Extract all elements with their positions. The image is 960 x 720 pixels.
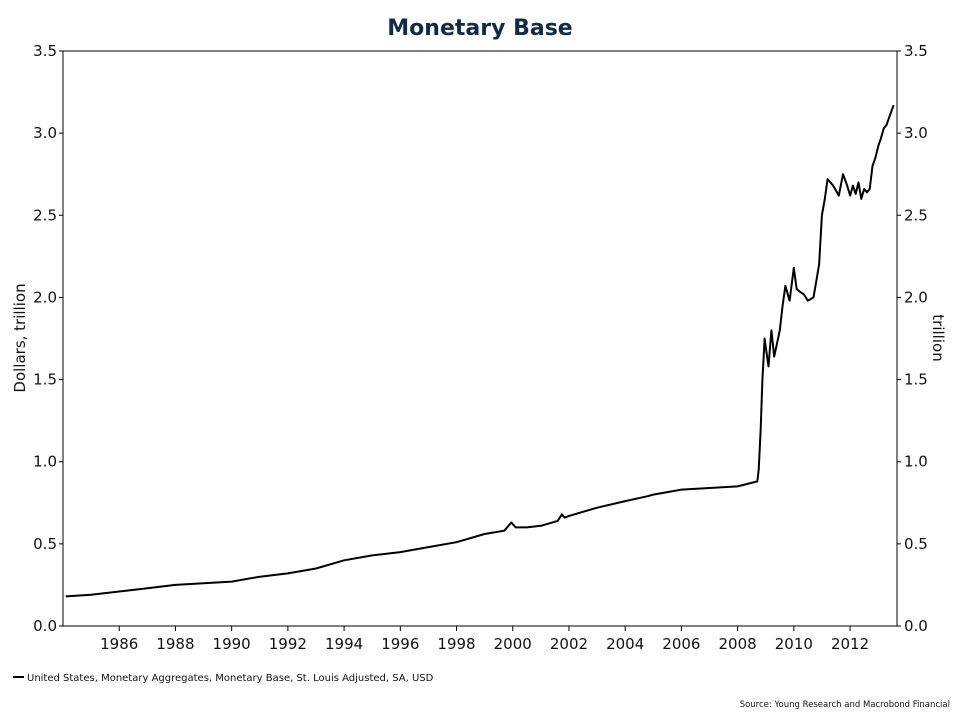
x-tick-label: 2012 bbox=[831, 635, 869, 653]
x-tick-label: 2002 bbox=[550, 635, 588, 653]
series-line-monetary-base bbox=[65, 104, 895, 598]
y-tick-label-left: 3.5 bbox=[33, 42, 57, 60]
plot-frame bbox=[62, 50, 898, 627]
x-tick-label: 1988 bbox=[156, 635, 194, 653]
x-tick-label: 1986 bbox=[100, 635, 138, 653]
x-tick-label: 1998 bbox=[437, 635, 475, 653]
y-tick-label-right: 2.0 bbox=[904, 288, 928, 306]
source-note: Source: Young Research and Macrobond Fin… bbox=[740, 700, 950, 710]
y-tick-label-right: 0.0 bbox=[904, 617, 928, 635]
legend-label: United States, Monetary Aggregates, Mone… bbox=[27, 673, 434, 684]
x-tick-label: 2004 bbox=[606, 635, 644, 653]
chart-title: Monetary Base bbox=[387, 16, 572, 41]
y-tick-label-right: 0.5 bbox=[904, 535, 928, 553]
y-tick-label-right: 3.0 bbox=[904, 124, 928, 142]
y-axis-left: 0.0 0.5 1.0 1.5 2.0 2.5 3.0 3.5 bbox=[33, 42, 63, 635]
y-tick-label-right: 2.5 bbox=[904, 206, 928, 224]
y-tick-label-left: 0.0 bbox=[33, 617, 57, 635]
y-tick-label-left: 1.5 bbox=[33, 371, 57, 389]
y-tick-label-right: 3.5 bbox=[904, 42, 928, 60]
y-tick-label-left: 2.0 bbox=[33, 288, 57, 306]
y-tick-label-right: 1.5 bbox=[904, 371, 928, 389]
x-tick-label: 2000 bbox=[494, 635, 532, 653]
x-tick-label: 1994 bbox=[325, 635, 363, 653]
x-tick-label: 1990 bbox=[213, 635, 251, 653]
x-tick-label: 2006 bbox=[662, 635, 700, 653]
y-tick-label-right: 1.0 bbox=[904, 453, 928, 471]
y-tick-label-left: 2.5 bbox=[33, 206, 57, 224]
y-axis-left-label: Dollars, trillion bbox=[11, 283, 29, 392]
y-tick-label-left: 1.0 bbox=[33, 453, 57, 471]
x-tick-label: 2010 bbox=[775, 635, 813, 653]
x-tick-label: 1996 bbox=[381, 635, 419, 653]
x-axis: 1986 1988 1990 1992 1994 1996 1998 2000 2002 2004… bbox=[100, 626, 869, 653]
y-axis-right: 0.0 0.5 1.0 1.5 2.0 2.5 3.0 3.5 bbox=[897, 42, 928, 635]
x-tick-label: 2008 bbox=[719, 635, 757, 653]
y-axis-right-label: trillion bbox=[929, 314, 947, 361]
x-tick-label: 1992 bbox=[269, 635, 307, 653]
y-tick-label-left: 3.0 bbox=[33, 124, 57, 142]
y-tick-label-left: 0.5 bbox=[33, 535, 57, 553]
